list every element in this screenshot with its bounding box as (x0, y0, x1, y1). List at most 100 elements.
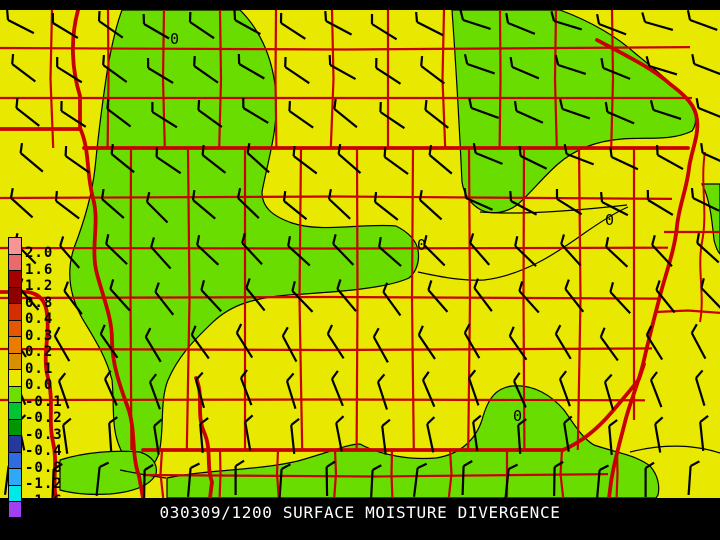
wind-barb (694, 369, 706, 407)
wind-barb (644, 461, 655, 497)
wind-barb-tick (508, 326, 515, 337)
wind-barb (564, 279, 585, 313)
wind-barb-shaft (687, 465, 692, 496)
wind-barb-tick (518, 145, 522, 157)
wind-barb-tick (695, 369, 704, 379)
wind-barb-tick (100, 188, 105, 200)
wind-barb-shaft (511, 65, 540, 80)
wind-barb-tick (608, 419, 618, 427)
wind-barb (472, 414, 482, 451)
colorbar-segment (8, 435, 22, 452)
wind-barb-tick (417, 462, 428, 469)
wind-barb-shaft (330, 378, 344, 407)
wind-barb-shaft (472, 421, 479, 451)
wind-barb-shaft (649, 379, 663, 408)
wind-barb-tick (560, 234, 566, 245)
wind-barb (287, 235, 311, 267)
wind-barb-tick (550, 11, 556, 22)
colorbar (8, 237, 22, 518)
state-border (595, 38, 700, 498)
wind-barb (282, 190, 308, 221)
wind-barb-tick (472, 414, 482, 423)
wind-barb-tick (286, 372, 295, 382)
wind-barb (327, 188, 351, 220)
wind-barb-tick (336, 279, 342, 290)
colorbar-label: -0.1 (25, 393, 63, 410)
wind-barb-shaft (696, 242, 720, 264)
wind-barb (191, 189, 216, 220)
county-line-vertical (49, 10, 55, 149)
wind-barb (330, 370, 344, 407)
wind-barb-shaft (63, 290, 83, 315)
wind-barb-tick (244, 414, 254, 423)
wind-barb (418, 189, 443, 221)
wind-barb-tick (235, 323, 243, 334)
colorbar-label: -1.2 (25, 476, 63, 492)
wind-barb (142, 13, 170, 40)
wind-barb-tick (424, 99, 428, 111)
wind-barb (59, 236, 81, 269)
wind-barb (279, 12, 306, 40)
wind-barb (376, 373, 389, 410)
wind-barb (105, 233, 128, 265)
wind-barb-tick (62, 417, 72, 426)
wind-barb-shaft (371, 23, 398, 41)
wind-barb-tick (563, 143, 568, 155)
wind-barb-shaft (154, 291, 175, 316)
colorbar-label: -0.2 (25, 410, 63, 426)
wind-barb-tick (473, 278, 480, 289)
wind-barb (328, 54, 357, 81)
wind-barb-tick (468, 97, 473, 109)
wind-barb (375, 57, 402, 85)
wind-barb-shaft (412, 467, 419, 497)
wind-barb-shaft (469, 242, 491, 266)
county-line-vertical (447, 449, 453, 498)
wind-barb-shaft (512, 380, 527, 408)
wind-barb-tick (105, 233, 110, 245)
wind-barb-tick (417, 325, 424, 336)
wind-barb-shaft (196, 244, 220, 266)
wind-barb-shaft (245, 287, 266, 312)
wind-barb-shaft (596, 469, 601, 498)
wind-barb-shaft (57, 380, 70, 409)
wind-barb-tick (150, 237, 156, 248)
wind-barb-shaft (98, 20, 124, 39)
wind-barb (292, 145, 318, 175)
wind-barb-shaft (329, 64, 357, 81)
wind-barb (151, 102, 178, 129)
wind-barb-shaft (648, 64, 678, 76)
wind-barb-tick (508, 463, 519, 470)
wind-barb-tick (700, 278, 705, 289)
wind-barb (508, 326, 528, 361)
wind-barb (700, 142, 720, 162)
wind-barb (459, 10, 491, 31)
wind-barb-tick (422, 371, 430, 381)
wind-barb-shaft (553, 19, 583, 31)
wind-barb (15, 97, 40, 127)
wind-barb-tick (426, 416, 436, 425)
wind-barb (686, 10, 718, 31)
wind-barb (467, 369, 480, 406)
wind-barb-shaft (421, 379, 436, 408)
wind-barb (236, 187, 260, 219)
wind-barb-shaft (292, 155, 318, 175)
wind-barb (645, 325, 664, 361)
wind-barb-tick (559, 99, 564, 110)
contour-value-label: 0 (170, 30, 179, 48)
wind-barb-shaft (504, 468, 510, 498)
wind-barb-shaft (693, 62, 720, 76)
wind-barb-shaft (599, 336, 619, 362)
wind-barb-tick (463, 460, 473, 467)
county-line-horizontal (0, 347, 653, 352)
wind-barb (596, 464, 610, 498)
colorbar-label: 0.0 (25, 377, 54, 393)
contour-value-label: 0 (605, 211, 614, 229)
wind-barb (325, 460, 336, 497)
wind-barb-tick (459, 10, 465, 21)
wind-barb-shaft (556, 198, 583, 216)
wind-barb-shaft (475, 151, 503, 165)
county-line-horizontal (142, 473, 609, 478)
colorbar-segment (8, 369, 22, 386)
wind-barb (514, 235, 537, 267)
wind-barb-tick (106, 98, 110, 110)
